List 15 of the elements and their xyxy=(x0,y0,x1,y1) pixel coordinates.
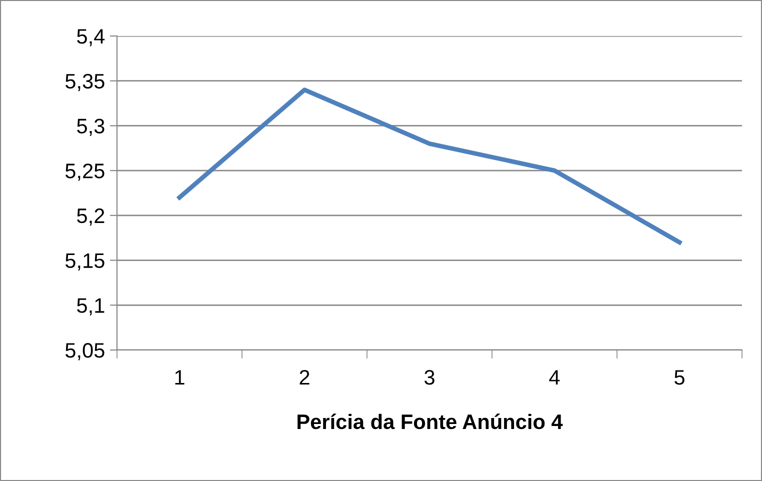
y-tick-label: 5,35 xyxy=(65,74,104,92)
x-axis-title: Perícia da Fonte Anúncio 4 xyxy=(298,414,563,430)
x-tick-label: 2 xyxy=(300,370,310,385)
x-tick-label: 5 xyxy=(674,370,684,385)
y-tick-label: 5,4 xyxy=(77,29,105,46)
y-tick-label: 5,2 xyxy=(77,208,104,226)
x-tick-label: 4 xyxy=(549,370,560,385)
y-tick-label: 5,1 xyxy=(77,298,104,316)
y-tick-label: 5,3 xyxy=(77,118,104,136)
y-tick-label: 5,05 xyxy=(65,343,104,360)
line-series xyxy=(177,88,682,245)
y-tick-label: 5,25 xyxy=(65,164,104,181)
y-tick-label: 5,15 xyxy=(65,254,104,270)
x-tick-label: 1 xyxy=(175,370,184,385)
x-tick-label: 3 xyxy=(424,370,434,385)
